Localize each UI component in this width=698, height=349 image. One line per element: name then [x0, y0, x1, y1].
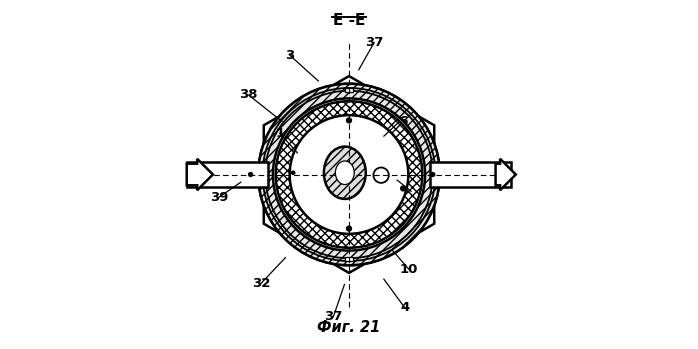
Text: 32: 32	[252, 277, 270, 290]
Circle shape	[346, 225, 352, 232]
Polygon shape	[264, 76, 434, 273]
Bar	[345, 257, 352, 261]
Circle shape	[373, 168, 389, 183]
Text: Е -Е: Е -Е	[333, 13, 365, 28]
Bar	[431, 171, 436, 178]
Bar	[345, 88, 352, 92]
Circle shape	[276, 101, 422, 248]
Text: 36: 36	[390, 115, 409, 128]
Circle shape	[273, 98, 425, 251]
FancyArrow shape	[496, 159, 516, 190]
Circle shape	[346, 117, 352, 124]
Text: 10: 10	[400, 263, 418, 276]
Ellipse shape	[335, 161, 354, 185]
Text: 37: 37	[324, 310, 343, 324]
Text: Фиг. 21: Фиг. 21	[318, 320, 380, 335]
Circle shape	[290, 115, 408, 234]
Circle shape	[291, 170, 295, 175]
Text: 4: 4	[400, 301, 410, 314]
Ellipse shape	[324, 147, 366, 199]
Bar	[262, 171, 267, 178]
Text: 1: 1	[275, 127, 285, 140]
Circle shape	[258, 84, 440, 265]
Polygon shape	[187, 162, 268, 187]
Circle shape	[248, 172, 253, 177]
Circle shape	[430, 172, 436, 177]
Text: 37: 37	[365, 36, 383, 49]
Text: 38: 38	[239, 88, 258, 102]
Polygon shape	[430, 162, 511, 187]
Text: 40: 40	[402, 185, 420, 198]
Text: 3: 3	[285, 49, 295, 62]
FancyArrow shape	[187, 159, 213, 190]
Circle shape	[258, 84, 440, 265]
Circle shape	[400, 185, 406, 192]
Text: 39: 39	[210, 191, 228, 204]
Circle shape	[273, 98, 425, 251]
